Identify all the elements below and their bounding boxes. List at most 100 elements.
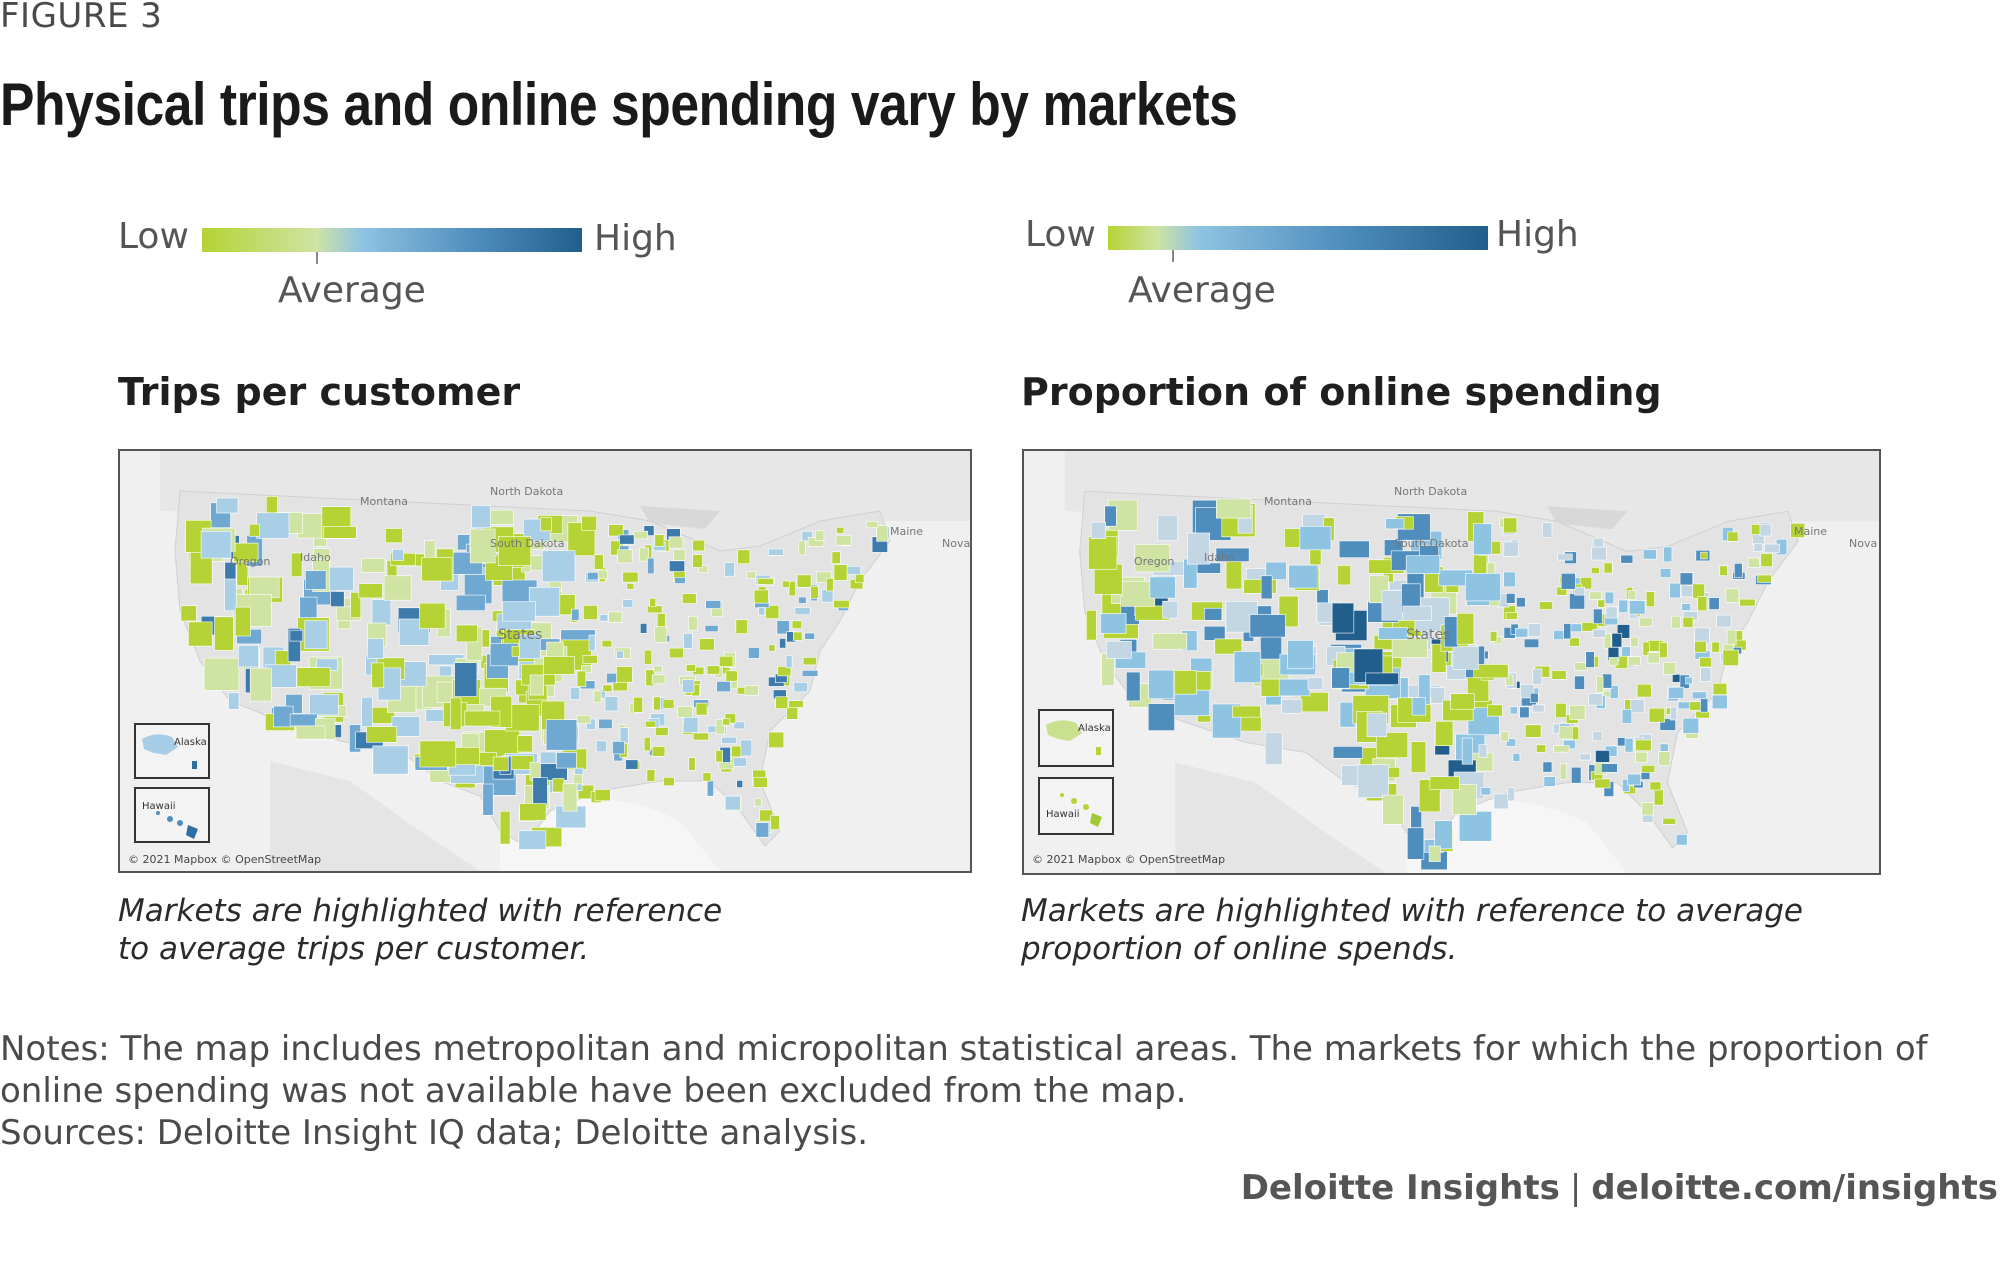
market-region[interactable] bbox=[688, 616, 698, 631]
market-region[interactable] bbox=[692, 539, 705, 552]
market-region[interactable] bbox=[757, 578, 774, 585]
market-region[interactable] bbox=[1628, 656, 1641, 666]
market-region[interactable] bbox=[593, 690, 602, 703]
market-region[interactable] bbox=[330, 591, 345, 607]
market-region[interactable] bbox=[228, 692, 240, 710]
market-region[interactable] bbox=[668, 647, 684, 659]
market-region[interactable] bbox=[1553, 745, 1570, 753]
market-region[interactable] bbox=[552, 778, 565, 793]
market-region[interactable] bbox=[1569, 637, 1580, 647]
market-region[interactable] bbox=[1692, 583, 1705, 599]
market-region[interactable] bbox=[461, 733, 480, 750]
market-region[interactable] bbox=[768, 731, 785, 749]
market-region[interactable] bbox=[1088, 536, 1118, 570]
market-region[interactable] bbox=[595, 740, 607, 753]
market-region[interactable] bbox=[1574, 586, 1586, 596]
market-region[interactable] bbox=[1711, 641, 1720, 653]
market-region[interactable] bbox=[571, 608, 580, 621]
market-region[interactable] bbox=[626, 583, 635, 590]
market-region[interactable] bbox=[1595, 750, 1610, 763]
market-region[interactable] bbox=[1493, 793, 1509, 810]
market-region[interactable] bbox=[482, 783, 494, 816]
market-region[interactable] bbox=[1542, 761, 1553, 773]
market-region[interactable] bbox=[1456, 612, 1475, 645]
market-region[interactable] bbox=[715, 719, 725, 735]
market-region[interactable] bbox=[788, 700, 804, 708]
market-region[interactable] bbox=[643, 737, 651, 752]
market-region[interactable] bbox=[1668, 686, 1685, 699]
market-region[interactable] bbox=[200, 531, 232, 559]
market-region[interactable] bbox=[1682, 616, 1694, 628]
market-region[interactable] bbox=[718, 655, 734, 667]
market-region[interactable] bbox=[649, 598, 657, 607]
market-region[interactable] bbox=[436, 681, 453, 704]
market-region[interactable] bbox=[608, 524, 624, 537]
market-region[interactable] bbox=[1630, 636, 1639, 648]
market-region[interactable] bbox=[1699, 657, 1712, 668]
market-region[interactable] bbox=[801, 531, 813, 542]
market-region[interactable] bbox=[1588, 693, 1603, 706]
market-region[interactable] bbox=[594, 789, 611, 802]
market-region[interactable] bbox=[1307, 677, 1324, 690]
market-region[interactable] bbox=[733, 757, 747, 767]
market-region[interactable] bbox=[677, 706, 693, 718]
market-region[interactable] bbox=[1620, 554, 1634, 564]
market-region[interactable] bbox=[238, 645, 259, 668]
market-region[interactable] bbox=[464, 710, 501, 727]
market-region[interactable] bbox=[1391, 637, 1428, 658]
market-region[interactable] bbox=[821, 589, 834, 603]
market-region[interactable] bbox=[1593, 608, 1603, 625]
market-region[interactable] bbox=[517, 735, 533, 753]
market-region[interactable] bbox=[653, 665, 663, 673]
market-region[interactable] bbox=[1611, 632, 1623, 648]
market-region[interactable] bbox=[1405, 555, 1441, 574]
market-region[interactable] bbox=[214, 616, 234, 651]
market-region[interactable] bbox=[735, 619, 748, 635]
market-region[interactable] bbox=[1523, 638, 1540, 648]
market-region[interactable] bbox=[329, 566, 354, 591]
inset-hawaii[interactable]: Hawaii bbox=[134, 787, 210, 843]
market-region[interactable] bbox=[724, 795, 741, 811]
market-region[interactable] bbox=[1602, 673, 1613, 689]
market-region[interactable] bbox=[1716, 614, 1732, 628]
market-region[interactable] bbox=[361, 558, 386, 573]
market-region[interactable] bbox=[1106, 640, 1132, 659]
market-region[interactable] bbox=[392, 549, 404, 561]
market-region[interactable] bbox=[1309, 549, 1322, 566]
market-region[interactable] bbox=[1126, 671, 1141, 702]
market-region[interactable] bbox=[1649, 781, 1662, 791]
market-region[interactable] bbox=[1152, 633, 1188, 650]
market-region[interactable] bbox=[1434, 820, 1453, 850]
market-region[interactable] bbox=[455, 624, 479, 643]
market-region[interactable] bbox=[1542, 522, 1553, 538]
market-region[interactable] bbox=[633, 530, 649, 540]
market-region[interactable] bbox=[748, 647, 760, 659]
market-region[interactable] bbox=[1203, 625, 1226, 641]
market-region[interactable] bbox=[1509, 706, 1518, 715]
market-region[interactable] bbox=[1757, 574, 1772, 583]
market-region[interactable] bbox=[1473, 523, 1492, 555]
market-region[interactable] bbox=[833, 600, 850, 609]
market-region[interactable] bbox=[702, 772, 712, 782]
market-region[interactable] bbox=[1505, 738, 1517, 747]
market-region[interactable] bbox=[674, 577, 686, 584]
market-region[interactable] bbox=[180, 605, 197, 622]
market-region[interactable] bbox=[1264, 732, 1283, 765]
market-region[interactable] bbox=[814, 530, 825, 541]
market-region[interactable] bbox=[1630, 699, 1645, 714]
market-region[interactable] bbox=[1148, 669, 1175, 700]
market-region[interactable] bbox=[562, 783, 578, 812]
market-region[interactable] bbox=[1589, 591, 1602, 600]
market-region[interactable] bbox=[705, 600, 722, 609]
market-region[interactable] bbox=[471, 505, 491, 529]
market-region[interactable] bbox=[295, 725, 326, 740]
market-region[interactable] bbox=[683, 633, 693, 649]
market-region[interactable] bbox=[1505, 674, 1514, 686]
market-region[interactable] bbox=[810, 586, 819, 599]
market-region[interactable] bbox=[1560, 572, 1576, 590]
market-region[interactable] bbox=[540, 517, 552, 532]
market-region[interactable] bbox=[801, 670, 819, 677]
market-region[interactable] bbox=[1635, 751, 1648, 763]
market-region[interactable] bbox=[1563, 739, 1576, 750]
market-region[interactable] bbox=[1579, 753, 1591, 761]
